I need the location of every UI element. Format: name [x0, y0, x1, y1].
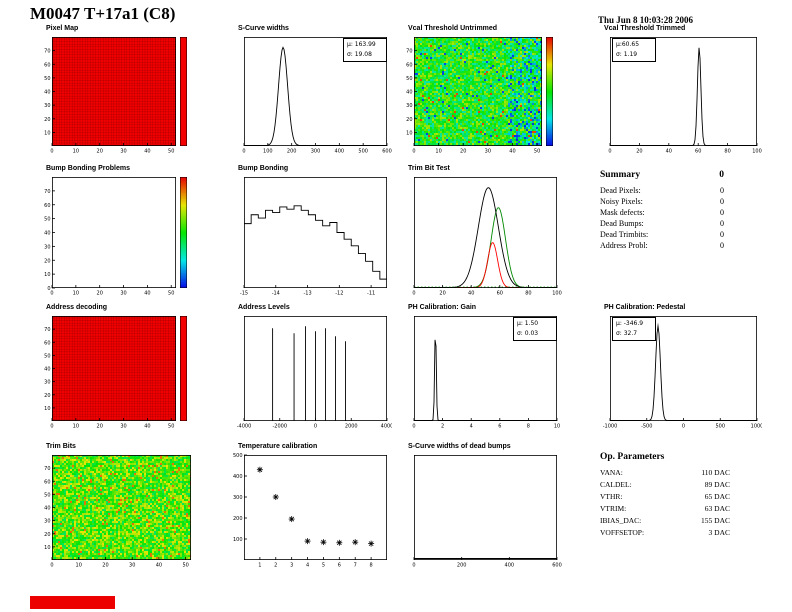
- op-parameter-label: VTRIM:: [600, 503, 626, 515]
- stats-sigma: σ: 32.7: [616, 329, 652, 339]
- summary-label: Mask defects:: [600, 207, 645, 218]
- panel-title: Address decoding: [46, 304, 107, 311]
- summary-total: 0: [719, 170, 724, 180]
- summary-block: Summary 0 Dead Pixels: 0 Noisy Pixels: 0…: [600, 170, 724, 251]
- bump-problems-map: [38, 174, 196, 298]
- panel-title: PH Calibration: Gain: [408, 304, 476, 311]
- panel-title: Temperature calibration: [238, 443, 317, 450]
- panel-pixel-map: Pixel Map: [38, 34, 196, 156]
- op-parameter-row: VOFFSETOP: 3 DAC: [600, 527, 730, 539]
- address-decoding-heatmap: [38, 313, 196, 431]
- panel-title: Trim Bit Test: [408, 165, 450, 172]
- op-parameter-row: CALDEL: 89 DAC: [600, 479, 730, 491]
- stats-sigma: σ: 0.03: [517, 329, 553, 339]
- pixel-map-heatmap: [38, 34, 196, 156]
- summary-label: Dead Pixels:: [600, 185, 641, 196]
- op-parameter-row: IBIAS_DAC: 155 DAC: [600, 515, 730, 527]
- summary-value: 0: [720, 185, 724, 196]
- panel-title: PH Calibration: Pedestal: [604, 304, 685, 311]
- trim-bit-test-histogram: [400, 174, 562, 298]
- panel-trim-bits: Trim Bits: [38, 452, 196, 570]
- summary-header: Summary 0: [600, 170, 724, 180]
- panel-vcal-trimmed: Vcal Threshold Trimmed μ:60.65 σ: 1.19: [596, 34, 762, 156]
- panel-title: Address Levels: [238, 304, 290, 311]
- op-parameter-row: VTHR: 65 DAC: [600, 491, 730, 503]
- stats-mean: μ: 1.50: [517, 319, 553, 329]
- panel-title: Pixel Map: [46, 25, 78, 32]
- stats-box: μ: -346.9 σ: 32.7: [612, 317, 656, 341]
- panel-scurve-widths: S-Curve widths μ: 163.99 σ: 19.08: [230, 34, 392, 156]
- panel-vcal-untrimmed: Vcal Threshold Untrimmed: [400, 34, 562, 156]
- op-parameter-value: 63 DAC: [705, 503, 730, 515]
- summary-row: Address Probl: 0: [600, 240, 724, 251]
- summary-row: Noisy Pixels: 0: [600, 196, 724, 207]
- trim-bits-heatmap: [38, 452, 196, 570]
- summary-label: Address Probl:: [600, 240, 648, 251]
- stats-box: μ: 163.99 σ: 19.08: [343, 38, 387, 62]
- panel-ph-pedestal: PH Calibration: Pedestal μ: -346.9 σ: 32…: [596, 313, 762, 431]
- dead-bumps-histogram: [400, 452, 562, 570]
- panel-trim-bit-test: Trim Bit Test: [400, 174, 562, 298]
- op-parameters-title: Op. Parameters: [600, 452, 664, 462]
- panel-title: Bump Bonding: [238, 165, 288, 172]
- summary-row: Dead Bumps: 0: [600, 218, 724, 229]
- panel-dead-bumps: S-Curve widths of dead bumps: [400, 452, 562, 570]
- vcal-untrimmed-heatmap: [400, 34, 562, 156]
- stats-box: μ: 1.50 σ: 0.03: [513, 317, 557, 341]
- summary-row: Dead Pixels: 0: [600, 185, 724, 196]
- stats-box: μ:60.65 σ: 1.19: [612, 38, 656, 62]
- summary-value: 0: [720, 229, 724, 240]
- stats-sigma: σ: 19.08: [347, 50, 383, 60]
- timestamp: Thu Jun 8 10:03:28 2006: [598, 15, 693, 25]
- op-parameter-label: VANA:: [600, 467, 623, 479]
- op-parameter-label: CALDEL:: [600, 479, 632, 491]
- panel-title: Vcal Threshold Trimmed: [604, 25, 685, 32]
- op-parameter-value: 110 DAC: [701, 467, 730, 479]
- stats-sigma: σ: 1.19: [616, 50, 652, 60]
- summary-label: Dead Bumps:: [600, 218, 644, 229]
- panel-temp-calibration: Temperature calibration: [230, 452, 392, 570]
- bump-bonding-histogram: [230, 174, 392, 298]
- panel-title: Trim Bits: [46, 443, 76, 450]
- summary-row: Dead Trimbits: 0: [600, 229, 724, 240]
- summary-value: 0: [720, 196, 724, 207]
- op-parameters-block: Op. Parameters VANA: 110 DAC CALDEL: 89 …: [600, 452, 730, 539]
- op-parameter-label: VOFFSETOP:: [600, 527, 644, 539]
- stats-mean: μ:60.65: [616, 40, 652, 50]
- temp-calibration-scatter: [230, 452, 392, 570]
- summary-value: 0: [720, 218, 724, 229]
- panel-address-decoding: Address decoding: [38, 313, 196, 431]
- summary-value: 0: [720, 240, 724, 251]
- summary-value: 0: [720, 207, 724, 218]
- op-parameter-value: 155 DAC: [701, 515, 730, 527]
- op-parameter-value: 65 DAC: [705, 491, 730, 503]
- panel-address-levels: Address Levels: [230, 313, 392, 431]
- op-parameter-label: IBIAS_DAC:: [600, 515, 641, 527]
- panel-title: Vcal Threshold Untrimmed: [408, 25, 497, 32]
- summary-label: Noisy Pixels:: [600, 196, 643, 207]
- op-parameter-value: 3 DAC: [709, 527, 730, 539]
- panel-bump-bonding: Bump Bonding: [230, 174, 392, 298]
- panel-title: Bump Bonding Problems: [46, 165, 130, 172]
- summary-row: Mask defects: 0: [600, 207, 724, 218]
- stats-mean: μ: 163.99: [347, 40, 383, 50]
- summary-title: Summary: [600, 170, 640, 180]
- address-levels-histogram: [230, 313, 392, 431]
- panel-title: S-Curve widths: [238, 25, 289, 32]
- page-title: M0047 T+17a1 (C8): [30, 4, 175, 24]
- op-parameter-row: VTRIM: 63 DAC: [600, 503, 730, 515]
- panel-bump-problems: Bump Bonding Problems: [38, 174, 196, 298]
- op-parameter-row: VANA: 110 DAC: [600, 467, 730, 479]
- op-parameter-value: 89 DAC: [705, 479, 730, 491]
- status-red-bar: [30, 596, 115, 609]
- panel-title: S-Curve widths of dead bumps: [408, 443, 511, 450]
- stats-mean: μ: -346.9: [616, 319, 652, 329]
- summary-label: Dead Trimbits:: [600, 229, 648, 240]
- op-parameter-label: VTHR:: [600, 491, 623, 503]
- op-parameters-header: Op. Parameters: [600, 452, 730, 462]
- panel-ph-gain: PH Calibration: Gain μ: 1.50 σ: 0.03: [400, 313, 562, 431]
